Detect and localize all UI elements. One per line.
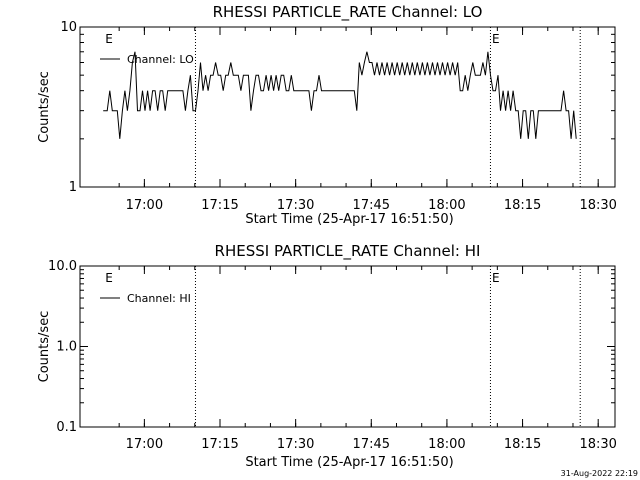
x-tick-label: 17:45 [353, 198, 390, 213]
x-tick-label: 18:30 [579, 198, 616, 213]
x-tick-label: 18:00 [428, 198, 465, 213]
plot-frame [79, 265, 616, 428]
event-marker: E [492, 32, 500, 46]
x-tick-label: 17:30 [277, 198, 314, 213]
x-tick-label: 17:15 [201, 437, 238, 452]
y-tick-label: 1 [69, 180, 77, 195]
x-tick-label: 17:15 [201, 198, 238, 213]
y-axis-label: Counts/sec [37, 71, 52, 143]
y-tick-label: 1.0 [56, 340, 77, 355]
x-tick-label: 18:15 [504, 437, 541, 452]
x-tick-label: 17:45 [353, 437, 390, 452]
y-tick-label: 10.0 [48, 259, 77, 274]
y-axis-label: Counts/sec [37, 311, 52, 383]
chart-title: RHESSI PARTICLE_RATE Channel: HI [215, 242, 481, 261]
legend-label: Channel: HI [127, 292, 191, 305]
panel-2: RHESSI PARTICLE_RATE Channel: HI Start Ti… [37, 242, 617, 470]
series-line-1 [103, 51, 577, 139]
x-tick-label: 18:15 [504, 198, 541, 213]
y-tick-label: 0.1 [56, 420, 77, 435]
x-tick-label: 17:30 [277, 437, 314, 452]
x-tick-label: 18:30 [579, 437, 616, 452]
event-marker: E [492, 271, 500, 285]
event-marker: E [105, 32, 113, 46]
x-axis-label: Start Time (25-Apr-17 16:51:50) [245, 455, 453, 470]
legend-label: Channel: LO [127, 53, 194, 66]
x-tick-label: 17:00 [126, 437, 163, 452]
x-axis-label: Start Time (25-Apr-17 16:51:50) [245, 212, 453, 227]
x-tick-label: 17:00 [126, 198, 163, 213]
footer-timestamp: 31-Aug-2022 22:19 [561, 469, 638, 478]
event-marker: E [105, 271, 113, 285]
plot-frame [79, 26, 616, 188]
x-tick-label: 18:00 [428, 437, 465, 452]
chart-title: RHESSI PARTICLE_RATE Channel: LO [213, 3, 483, 22]
y-tick-label: 10 [60, 20, 77, 35]
panel-1: RHESSI PARTICLE_RATE Channel: LO Start Ti… [37, 3, 617, 227]
